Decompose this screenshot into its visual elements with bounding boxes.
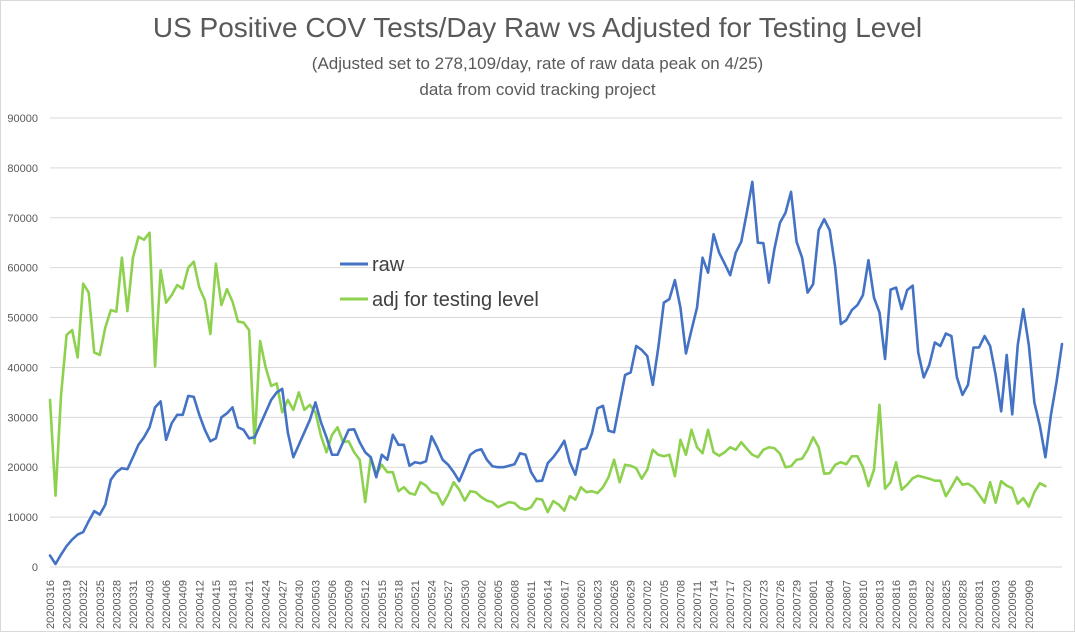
x-tick-label: 20200319 [62, 580, 74, 629]
x-tick-label: 20200711 [692, 581, 704, 629]
x-tick-label: 20200623 [592, 580, 604, 629]
x-tick-label: 20200714 [709, 580, 721, 629]
x-tick-label: 20200409 [178, 580, 190, 629]
x-tick-label: 20200906 [1007, 580, 1019, 629]
x-tick-label: 20200518 [393, 580, 405, 629]
x-tick-label: 20200828 [957, 580, 969, 629]
x-tick-label: 20200322 [78, 580, 90, 629]
x-tick-label: 20200825 [941, 580, 953, 629]
x-axis-ticks: 20200316 20200319 20200322 20200325 20200328… [45, 580, 1036, 629]
x-tick-label: 20200708 [675, 580, 687, 629]
x-tick-label: 20200415 [211, 580, 223, 629]
x-tick-label: 20200421 [244, 580, 256, 629]
x-tick-label: 20200406 [161, 580, 173, 629]
y-tick-label: 30000 [7, 412, 38, 424]
y-tick-label: 80000 [7, 163, 38, 175]
y-axis-ticks: 0 10000 20000 30000 40000 50000 60000 70000 8000… [7, 113, 38, 574]
y-tick-label: 90000 [7, 113, 38, 125]
x-tick-label: 20200626 [609, 580, 621, 629]
x-tick-label: 20200620 [576, 580, 588, 629]
x-tick-label: 20200530 [460, 580, 472, 629]
y-tick-label: 0 [32, 562, 38, 574]
x-tick-label: 20200527 [443, 580, 455, 629]
x-tick-label: 20200819 [908, 580, 920, 629]
x-tick-label: 20200521 [410, 580, 422, 629]
x-tick-label: 20200427 [277, 580, 289, 629]
x-tick-label: 20200831 [974, 580, 986, 629]
x-tick-label: 20200509 [344, 580, 356, 629]
x-tick-label: 20200515 [377, 580, 389, 629]
legend: raw adj for testing level [340, 254, 539, 311]
x-tick-label: 20200602 [476, 580, 488, 629]
series-line-raw [48, 180, 1064, 566]
x-tick-label: 20200506 [327, 580, 339, 629]
x-tick-label: 20200729 [792, 580, 804, 629]
chart-subtitle-source: data from covid tracking project [419, 80, 656, 99]
x-tick-label: 20200822 [924, 580, 936, 629]
x-tick-label: 20200605 [493, 580, 505, 629]
x-tick-label: 20200424 [261, 580, 273, 629]
y-tick-label: 10000 [7, 512, 38, 524]
x-tick-label: 20200418 [227, 580, 239, 629]
x-tick-label: 20200629 [626, 580, 638, 629]
x-tick-label: 20200614 [543, 580, 555, 629]
x-tick-label: 20200720 [742, 580, 754, 629]
x-tick-label: 20200412 [194, 580, 206, 629]
x-tick-label: 20200726 [775, 580, 787, 629]
x-tick-label: 20200807 [841, 580, 853, 629]
x-tick-label: 20200403 [145, 580, 157, 629]
x-tick-label: 20200723 [758, 580, 770, 629]
x-tick-label: 20200512 [360, 580, 372, 629]
x-tick-label: 20200617 [559, 580, 571, 629]
x-tick-label: 20200813 [875, 580, 887, 629]
x-tick-label: 20200810 [858, 580, 870, 629]
x-tick-label: 20200430 [294, 580, 306, 629]
x-tick-label: 20200325 [95, 580, 107, 629]
x-tick-label: 20200816 [891, 580, 903, 629]
series-lines [48, 180, 1064, 566]
x-tick-label: 20200909 [1024, 580, 1036, 629]
x-tick-label: 20200608 [510, 580, 522, 629]
legend-label: adj for testing level [372, 289, 539, 311]
x-tick-label: 20200717 [725, 580, 737, 629]
y-tick-label: 20000 [7, 462, 38, 474]
chart-title: US Positive COV Tests/Day Raw vs Adjuste… [152, 12, 923, 43]
y-tick-label: 50000 [7, 313, 38, 325]
x-tick-label: 20200702 [642, 580, 654, 629]
chart-subtitle: (Adjusted set to 278,109/day, rate of ra… [311, 54, 764, 73]
x-tick-label: 20200903 [991, 580, 1003, 629]
x-tick-label: 20200611 [526, 581, 538, 629]
x-tick-label: 20200316 [45, 580, 57, 629]
x-tick-label: 20200801 [808, 580, 820, 629]
x-tick-label: 20200503 [310, 580, 322, 629]
gridlines [50, 117, 1062, 568]
x-tick-label: 20200705 [659, 580, 671, 629]
x-tick-label: 20200804 [825, 580, 837, 629]
y-tick-label: 60000 [7, 263, 38, 275]
x-tick-label: 20200331 [128, 580, 140, 629]
y-tick-label: 40000 [7, 362, 38, 374]
x-tick-label: 20200328 [111, 580, 123, 629]
legend-label: raw [372, 254, 405, 276]
series-line-adj [48, 231, 1047, 514]
x-tick-label: 20200524 [427, 580, 439, 629]
y-tick-label: 70000 [7, 213, 38, 225]
